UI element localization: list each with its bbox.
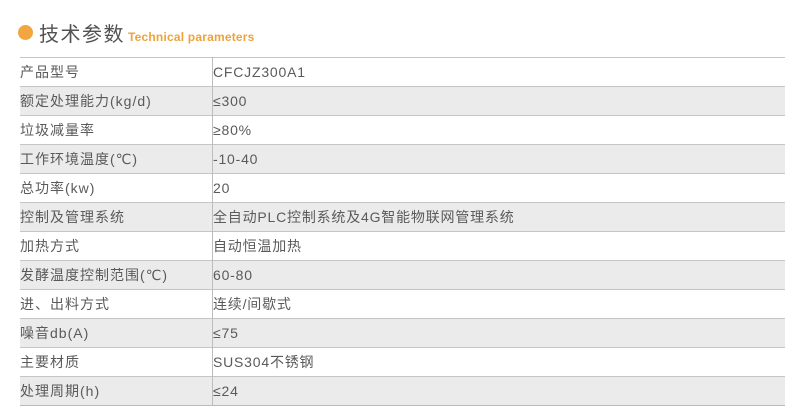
table-row: 进、出料方式 连续/间歇式 xyxy=(20,289,785,319)
row-label: 处理周期(h) xyxy=(20,376,213,406)
parameters-table-body: 产品型号 CFCJZ300A1 额定处理能力(kg/d) ≤300 垃圾减量率 … xyxy=(20,57,785,406)
section-header: 技术参数 Technical parameters xyxy=(18,18,255,47)
row-label: 发酵温度控制范围(℃) xyxy=(20,260,213,290)
table-row: 处理周期(h) ≤24 xyxy=(20,376,785,406)
bullet-dot-icon xyxy=(18,25,33,40)
section-subtitle: Technical parameters xyxy=(128,30,255,44)
row-value: 20 xyxy=(212,173,785,203)
row-label: 控制及管理系统 xyxy=(20,202,213,232)
table-row: 加热方式 自动恒温加热 xyxy=(20,231,785,261)
table-row: 发酵温度控制范围(℃) 60-80 xyxy=(20,260,785,290)
row-value: SUS304不锈钢 xyxy=(212,347,785,377)
row-value: 60-80 xyxy=(212,260,785,290)
row-label: 垃圾减量率 xyxy=(20,115,213,145)
row-value: ≤300 xyxy=(212,86,785,116)
row-label: 工作环境温度(℃) xyxy=(20,144,213,174)
row-value: ≤24 xyxy=(212,376,785,406)
section-title: 技术参数 xyxy=(39,24,125,46)
table-row: 产品型号 CFCJZ300A1 xyxy=(20,57,785,87)
section-titles: 技术参数 Technical parameters xyxy=(39,18,255,47)
table-row: 工作环境温度(℃) -10-40 xyxy=(20,144,785,174)
row-value: 连续/间歇式 xyxy=(212,289,785,319)
row-label: 总功率(kw) xyxy=(20,173,213,203)
row-value: ≤75 xyxy=(212,318,785,348)
table-row: 额定处理能力(kg/d) ≤300 xyxy=(20,86,785,116)
table-row: 噪音db(A) ≤75 xyxy=(20,318,785,348)
parameters-table: 产品型号 CFCJZ300A1 额定处理能力(kg/d) ≤300 垃圾减量率 … xyxy=(20,57,785,406)
row-value: 自动恒温加热 xyxy=(212,231,785,261)
table-row: 总功率(kw) 20 xyxy=(20,173,785,203)
table-row: 主要材质 SUS304不锈钢 xyxy=(20,347,785,377)
row-label: 进、出料方式 xyxy=(20,289,213,319)
row-value: 全自动PLC控制系统及4G智能物联网管理系统 xyxy=(212,202,785,232)
row-value: -10-40 xyxy=(212,144,785,174)
row-label: 主要材质 xyxy=(20,347,213,377)
table-row: 垃圾减量率 ≥80% xyxy=(20,115,785,145)
row-value: CFCJZ300A1 xyxy=(212,57,785,87)
row-label: 产品型号 xyxy=(20,57,213,87)
row-label: 噪音db(A) xyxy=(20,318,213,348)
row-label: 额定处理能力(kg/d) xyxy=(20,86,213,116)
row-label: 加热方式 xyxy=(20,231,213,261)
table-row: 控制及管理系统 全自动PLC控制系统及4G智能物联网管理系统 xyxy=(20,202,785,232)
row-value: ≥80% xyxy=(212,115,785,145)
